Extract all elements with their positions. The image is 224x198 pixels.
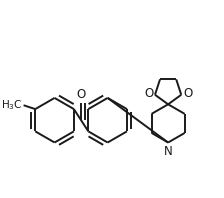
Text: H$_3$C: H$_3$C — [1, 98, 23, 112]
Text: O: O — [183, 87, 192, 100]
Text: O: O — [144, 87, 153, 100]
Text: N: N — [164, 145, 172, 158]
Text: O: O — [76, 88, 86, 101]
